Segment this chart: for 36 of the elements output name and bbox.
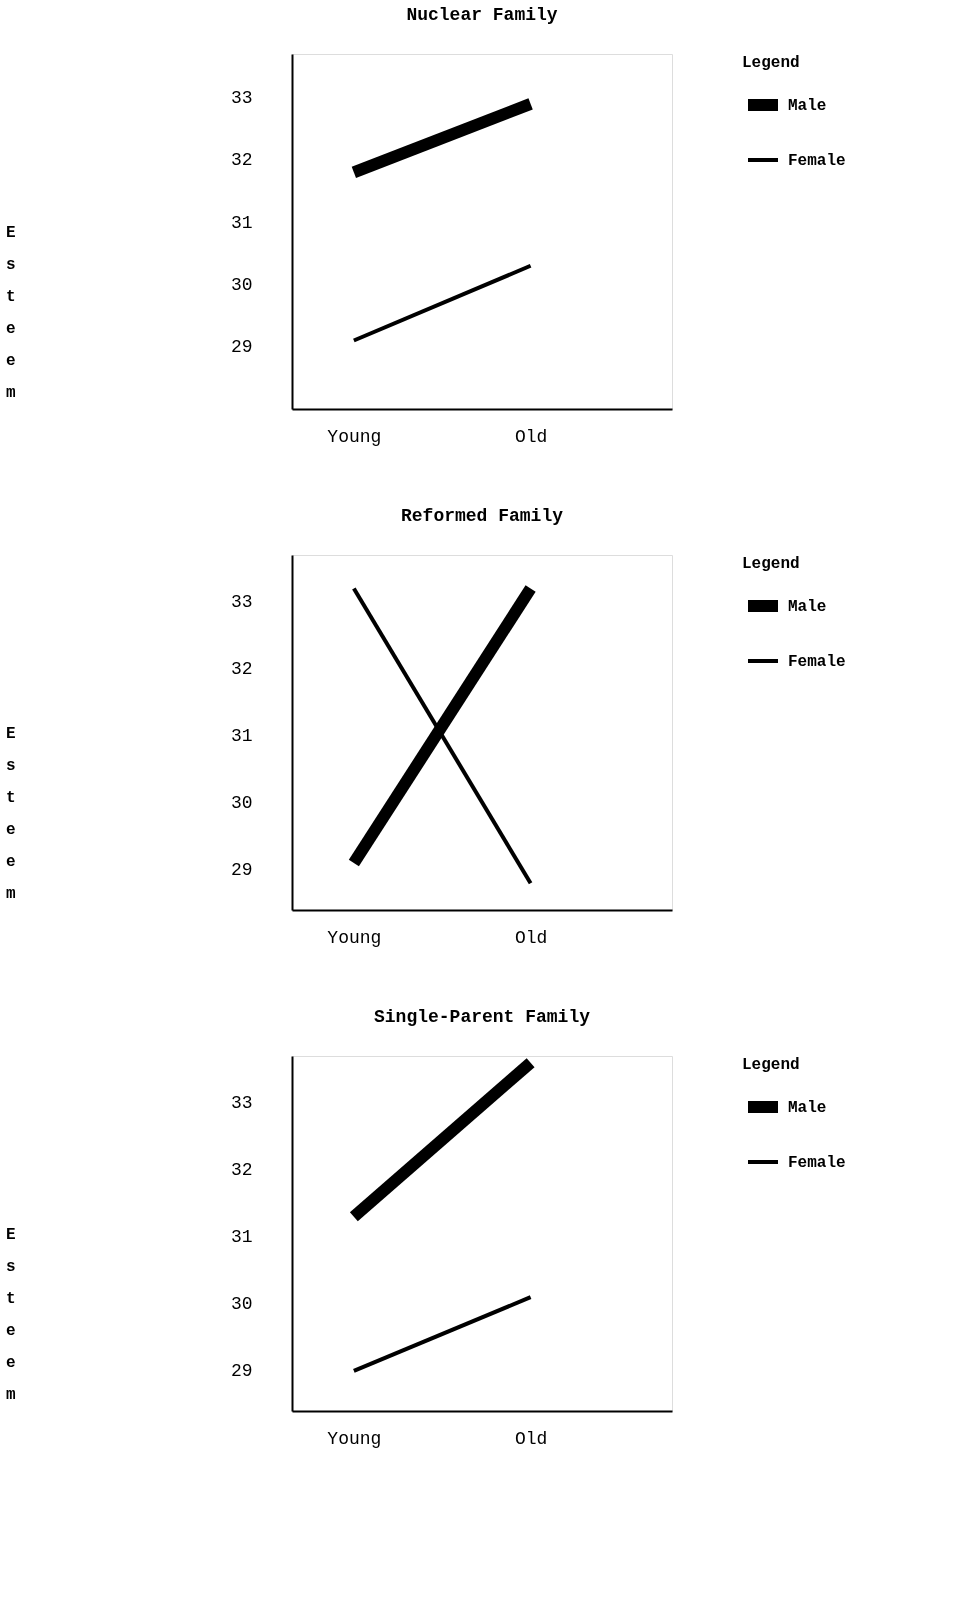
y-tick-label: 31: [230, 726, 253, 747]
y-tick-label: 31: [230, 1227, 253, 1248]
y-tick-label: 29: [230, 1361, 253, 1382]
y-tick-label: 32: [230, 1160, 253, 1181]
y-tick-label: 32: [230, 659, 253, 680]
y-axis-title: Esteem: [6, 224, 17, 402]
chart-title: Nuclear Family: [406, 5, 558, 25]
y-tick-label: 33: [230, 88, 253, 109]
chart-title: Single-Parent Family: [373, 1007, 591, 1027]
y-tick-label: 29: [230, 337, 253, 358]
legend-title: Legend: [742, 555, 800, 573]
chart-title: Reformed Family: [400, 506, 564, 526]
legend-label: Female: [788, 152, 846, 170]
y-tick-label: 33: [230, 1093, 253, 1114]
legend-label: Male: [788, 97, 827, 115]
y-tick-label: 32: [230, 150, 253, 171]
y-tick-label: 29: [230, 860, 253, 881]
x-tick-label: Young: [327, 426, 382, 447]
legend-label: Male: [788, 598, 827, 616]
y-tick-label: 30: [230, 793, 253, 814]
x-tick-label: Old: [514, 927, 548, 948]
legend-title: Legend: [742, 54, 800, 72]
x-tick-label: Old: [514, 426, 548, 447]
legend-label: Female: [788, 1154, 846, 1172]
y-axis-title: Esteem: [6, 725, 17, 903]
legend-label: Female: [788, 653, 846, 671]
y-tick-label: 33: [230, 592, 253, 613]
y-tick-label: 30: [230, 274, 253, 295]
legend-label: Male: [788, 1099, 827, 1117]
x-tick-label: Young: [327, 1428, 382, 1449]
x-tick-label: Young: [327, 927, 382, 948]
y-tick-label: 31: [230, 212, 253, 233]
y-axis-title: Esteem: [6, 1226, 17, 1404]
y-tick-label: 30: [230, 1294, 253, 1315]
legend-title: Legend: [742, 1056, 800, 1074]
x-tick-label: Old: [514, 1428, 548, 1449]
